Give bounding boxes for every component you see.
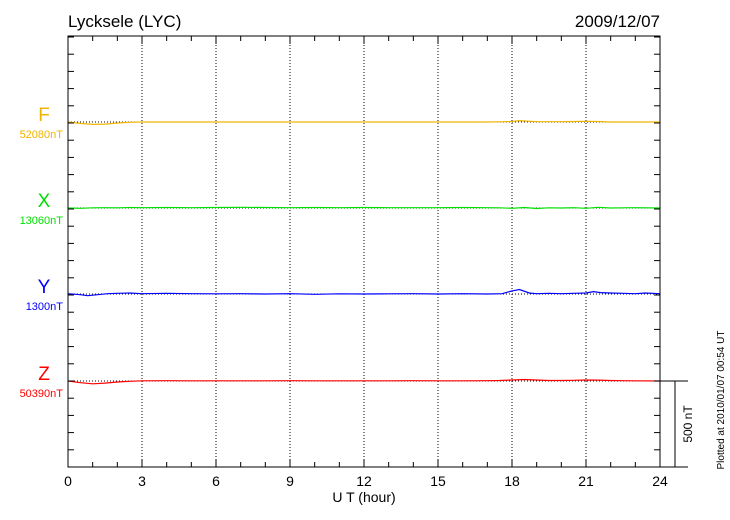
chart-date: 2009/12/07	[575, 12, 660, 31]
x-tick-label: 3	[138, 473, 146, 489]
x-axis-label: U T (hour)	[332, 489, 395, 505]
scale-bar-label: 500 nT	[681, 405, 695, 443]
series-baseline-f: 52080nT	[20, 129, 64, 141]
scale-bar: 500 nT	[660, 380, 695, 468]
series-name-y: Y	[38, 277, 51, 298]
x-tick-label: 0	[64, 473, 72, 489]
x-tick-labels: 0 3 6 9 12 15 18 21 24	[64, 473, 668, 489]
x-tick-label: 21	[578, 473, 594, 489]
grid	[141, 36, 587, 467]
trace-z	[67, 378, 661, 385]
x-tick-label: 9	[286, 473, 294, 489]
series-labels: F 52080nT X 13060nT Y 1300nT Z 50390nT	[20, 105, 64, 400]
x-tick-label: 15	[430, 473, 446, 489]
x-tick-label: 18	[504, 473, 520, 489]
trace-y	[67, 288, 661, 297]
series-baseline-z: 50390nT	[20, 388, 64, 400]
axis-ticks	[67, 36, 661, 468]
x-tick-label: 6	[212, 473, 220, 489]
series-baseline-x: 13060nT	[20, 215, 64, 227]
x-tick-label: 24	[652, 473, 668, 489]
traces	[67, 119, 661, 385]
chart-title: Lycksele (LYC)	[68, 12, 181, 31]
series-name-z: Z	[38, 364, 50, 385]
trace-f	[67, 119, 660, 126]
series-name-f: F	[38, 105, 50, 126]
series-name-x: X	[38, 191, 51, 212]
x-tick-label: 12	[356, 473, 372, 489]
trace-x	[67, 206, 661, 210]
series-baseline-y: 1300nT	[26, 301, 64, 313]
plotted-note: Plotted at 2010/01/07 00:54 UT	[716, 331, 727, 470]
